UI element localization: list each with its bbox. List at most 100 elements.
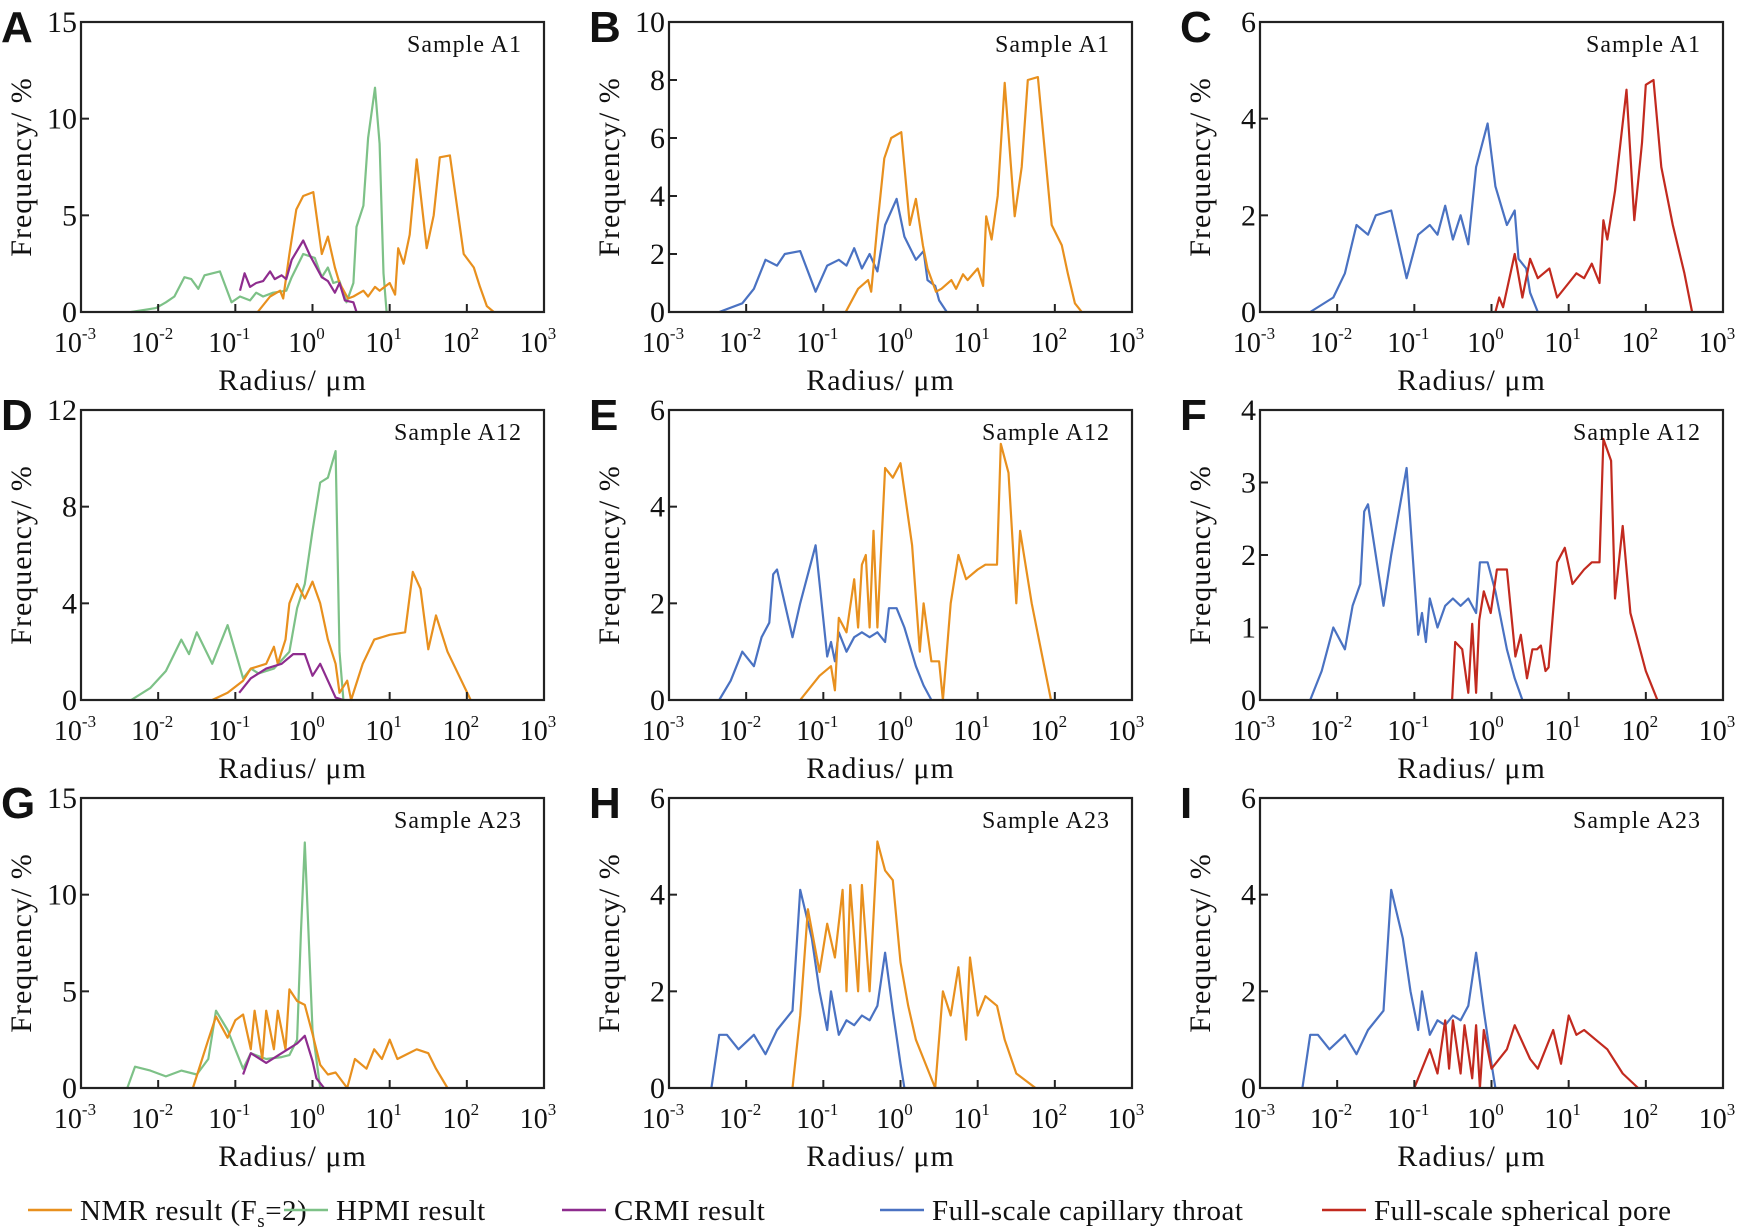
x-tick-base: 10 xyxy=(1387,716,1415,747)
x-tick-exponent: 0 xyxy=(1495,712,1504,731)
series-line-nmr xyxy=(191,988,449,1090)
x-tick-label: 100 xyxy=(1467,324,1504,359)
x-tick-exponent: 0 xyxy=(316,712,325,731)
x-tick-base: 10 xyxy=(642,716,670,747)
legend-label: Full-scale spherical pore xyxy=(1374,1195,1672,1227)
x-tick-label: 100 xyxy=(288,712,325,747)
x-tick-base: 10 xyxy=(1544,328,1572,359)
legend-label: NMR result (Fs=2) xyxy=(80,1195,307,1230)
x-tick-label: 10-1 xyxy=(796,1100,838,1135)
x-tick-label: 100 xyxy=(1467,712,1504,747)
panel-letter: H xyxy=(589,779,621,828)
legend-label: HPMI result xyxy=(336,1195,486,1227)
y-tick-label: 12 xyxy=(47,394,77,427)
x-tick-label: 10-3 xyxy=(1233,1100,1275,1135)
x-tick-base: 10 xyxy=(1467,716,1495,747)
x-tick-base: 10 xyxy=(1108,328,1136,359)
y-tick-label: 2 xyxy=(650,238,665,271)
x-tick-base: 10 xyxy=(796,716,824,747)
y-tick-label: 10 xyxy=(47,103,77,136)
x-tick-exponent: 1 xyxy=(1572,1100,1581,1119)
x-axis-title: Radius/ μm xyxy=(806,1140,955,1173)
sample-label: Sample A1 xyxy=(1586,32,1701,58)
sample-label: Sample A12 xyxy=(982,420,1110,446)
x-tick-label: 101 xyxy=(365,324,402,359)
x-tick-exponent: -3 xyxy=(82,1100,96,1119)
x-tick-exponent: -3 xyxy=(82,324,96,343)
x-tick-exponent: 1 xyxy=(981,324,990,343)
x-tick-exponent: 3 xyxy=(1727,712,1736,731)
x-tick-exponent: 2 xyxy=(471,712,480,731)
x-tick-base: 10 xyxy=(208,716,236,747)
x-tick-exponent: -2 xyxy=(159,1100,173,1119)
x-tick-base: 10 xyxy=(642,328,670,359)
x-tick-base: 10 xyxy=(1233,716,1261,747)
y-tick-label: 4 xyxy=(650,491,665,524)
x-tick-exponent: 2 xyxy=(471,324,480,343)
x-tick-base: 10 xyxy=(1233,1104,1261,1135)
x-tick-exponent: 3 xyxy=(1136,712,1145,731)
x-tick-base: 10 xyxy=(1699,716,1727,747)
x-tick-label: 10-3 xyxy=(642,1100,684,1135)
x-axis-title: Radius/ μm xyxy=(806,364,955,397)
series-line-pore xyxy=(1413,1014,1639,1090)
x-tick-label: 10-2 xyxy=(131,712,173,747)
x-tick-exponent: -1 xyxy=(1415,712,1429,731)
x-tick-label: 10-2 xyxy=(719,324,761,359)
y-tick-label: 10 xyxy=(47,879,77,912)
panel-letter: E xyxy=(589,391,618,440)
x-tick-exponent: 0 xyxy=(904,324,913,343)
legend-label: CRMI result xyxy=(614,1195,765,1227)
x-tick-base: 10 xyxy=(208,1104,236,1135)
x-tick-label: 10-2 xyxy=(1310,712,1352,747)
y-axis-title: Frequency/ % xyxy=(593,77,626,256)
x-tick-base: 10 xyxy=(54,1104,82,1135)
sample-label: Sample A1 xyxy=(995,32,1110,58)
x-tick-exponent: 2 xyxy=(1059,1100,1068,1119)
x-tick-base: 10 xyxy=(365,328,393,359)
x-tick-base: 10 xyxy=(1108,716,1136,747)
x-tick-base: 10 xyxy=(719,328,747,359)
sample-label: Sample A12 xyxy=(394,420,522,446)
x-tick-label: 10-1 xyxy=(208,1100,250,1135)
x-tick-base: 10 xyxy=(365,1104,393,1135)
y-tick-label: 2 xyxy=(650,587,665,620)
panel-letter: F xyxy=(1180,391,1207,440)
x-tick-base: 10 xyxy=(719,716,747,747)
legend-text: Full-scale spherical pore xyxy=(1374,1195,1672,1227)
x-tick-label: 100 xyxy=(876,1100,913,1135)
y-tick-label: 15 xyxy=(47,6,77,39)
y-tick-label: 2 xyxy=(1241,975,1256,1008)
x-tick-label: 100 xyxy=(876,324,913,359)
y-tick-label: 3 xyxy=(1241,467,1256,500)
x-tick-label: 103 xyxy=(1699,1100,1736,1135)
x-tick-label: 102 xyxy=(1031,324,1068,359)
x-tick-label: 102 xyxy=(1031,712,1068,747)
x-tick-exponent: -2 xyxy=(159,324,173,343)
x-tick-exponent: -3 xyxy=(1261,712,1275,731)
x-tick-base: 10 xyxy=(365,716,393,747)
x-tick-base: 10 xyxy=(443,1104,471,1135)
series-line-nmr xyxy=(844,75,1083,313)
legend-item-crmi: CRMI result xyxy=(562,1195,765,1227)
y-tick-label: 6 xyxy=(650,782,665,815)
x-tick-exponent: 0 xyxy=(904,712,913,731)
y-tick-label: 2 xyxy=(1241,199,1256,232)
x-tick-label: 10-2 xyxy=(719,1100,761,1135)
x-tick-exponent: 2 xyxy=(1059,712,1068,731)
panel-letter: I xyxy=(1180,779,1192,828)
x-tick-base: 10 xyxy=(54,716,82,747)
y-tick-label: 4 xyxy=(1241,879,1256,912)
x-tick-label: 101 xyxy=(953,712,990,747)
x-tick-label: 102 xyxy=(443,712,480,747)
x-tick-exponent: 1 xyxy=(1572,712,1581,731)
x-tick-exponent: 0 xyxy=(316,324,325,343)
x-tick-base: 10 xyxy=(1233,328,1261,359)
x-tick-base: 10 xyxy=(642,1104,670,1135)
x-tick-base: 10 xyxy=(953,1104,981,1135)
x-tick-base: 10 xyxy=(1622,716,1650,747)
x-tick-exponent: -1 xyxy=(824,712,838,731)
x-tick-label: 10-1 xyxy=(208,324,250,359)
